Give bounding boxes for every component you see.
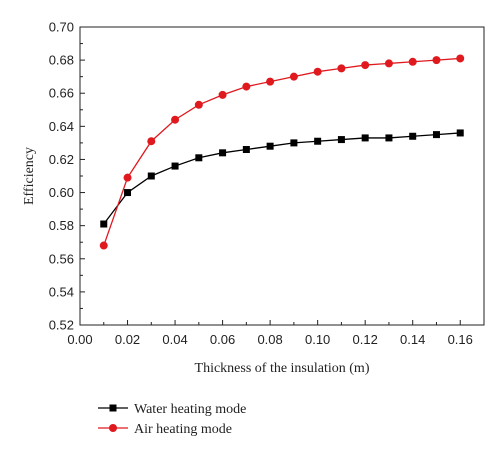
data-point-square xyxy=(361,134,369,142)
data-point-circle xyxy=(456,54,465,63)
x-tick-label: 0.10 xyxy=(305,332,330,347)
x-tick-label: 0.08 xyxy=(257,332,282,347)
x-tick-label: 0.04 xyxy=(162,332,187,347)
x-tick-label: 0.02 xyxy=(115,332,140,347)
data-point-square xyxy=(432,131,440,139)
data-point-circle xyxy=(171,115,180,124)
series-air-heating xyxy=(99,54,465,250)
y-tick-label: 0.68 xyxy=(49,53,74,68)
data-point-circle xyxy=(408,57,417,66)
legend-marker-circle xyxy=(109,424,117,432)
data-point-circle xyxy=(432,56,441,65)
data-point-circle xyxy=(384,59,393,68)
data-point-circle xyxy=(194,100,203,109)
data-point-square xyxy=(147,172,155,180)
y-axis-title: Efficiency xyxy=(22,147,37,205)
data-point-circle xyxy=(266,77,275,86)
data-point-circle xyxy=(337,64,346,73)
data-point-square xyxy=(385,134,393,142)
data-point-square xyxy=(337,136,345,144)
data-point-square xyxy=(266,142,274,150)
data-point-circle xyxy=(123,173,132,182)
x-tick-label: 0.14 xyxy=(400,332,425,347)
data-point-square xyxy=(100,220,108,228)
y-tick-label: 0.56 xyxy=(49,251,74,266)
plot-border xyxy=(79,26,485,326)
x-tick-label: 0.00 xyxy=(67,332,92,347)
data-point-square xyxy=(124,189,132,197)
y-axis-ticks: 0.52 0.54 0.56 0.58 0.60 0.62 0.64 0.66 0.68 0.70 xyxy=(49,20,85,333)
x-tick-label: 0.16 xyxy=(448,332,473,347)
y-tick-label: 0.58 xyxy=(49,218,74,233)
y-tick-label: 0.54 xyxy=(49,284,74,299)
x-axis-ticks: 0.00 0.02 0.04 0.06 0.08 0.10 0.12 0.14 0.16 xyxy=(67,320,473,347)
y-tick-label: 0.62 xyxy=(49,152,74,167)
data-point-square xyxy=(171,162,179,170)
data-point-circle xyxy=(289,72,298,81)
x-tick-label: 0.12 xyxy=(353,332,378,347)
data-point-square xyxy=(409,132,417,140)
data-point-square xyxy=(456,129,464,137)
data-point-circle xyxy=(313,67,322,76)
series-layer xyxy=(99,54,465,250)
data-point-square xyxy=(242,146,250,154)
legend-marker-square xyxy=(109,404,117,412)
data-point-circle xyxy=(99,241,108,250)
x-tick-label: 0.06 xyxy=(210,332,235,347)
series-line xyxy=(103,132,461,225)
data-point-square xyxy=(290,139,298,147)
data-point-circle xyxy=(147,137,156,146)
y-tick-label: 0.70 xyxy=(49,20,74,35)
y-tick-label: 0.66 xyxy=(49,86,74,101)
y-tick-label: 0.52 xyxy=(49,318,74,333)
legend: Water heating mode Air heating mode xyxy=(98,402,246,437)
series-water-heating xyxy=(100,129,464,228)
y-tick-label: 0.64 xyxy=(49,119,74,134)
data-point-square xyxy=(314,137,322,145)
y-tick-label: 0.60 xyxy=(49,185,74,200)
data-point-square xyxy=(219,149,227,157)
legend-label: Water heating mode xyxy=(134,402,246,417)
data-point-circle xyxy=(361,61,370,70)
series-line xyxy=(103,57,461,246)
x-axis-title: Thickness of the insulation (m) xyxy=(195,361,370,376)
data-point-square xyxy=(195,154,203,162)
legend-label: Air heating mode xyxy=(134,422,232,437)
plot-frame xyxy=(79,26,485,326)
data-point-circle xyxy=(218,90,227,99)
data-point-circle xyxy=(242,82,251,91)
